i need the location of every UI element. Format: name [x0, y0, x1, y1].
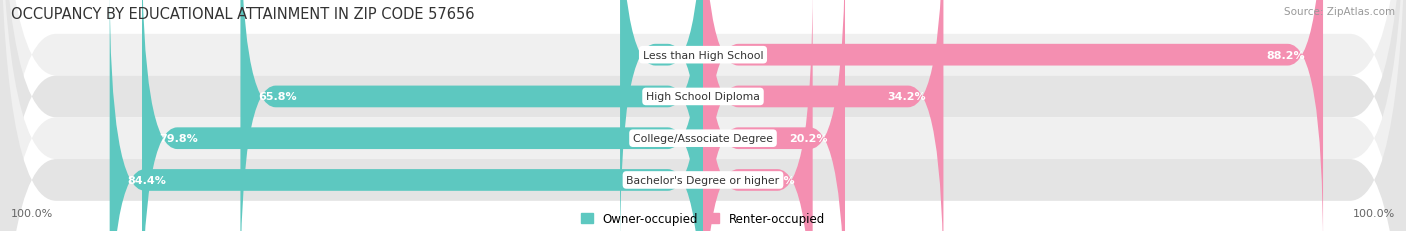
Legend: Owner-occupied, Renter-occupied: Owner-occupied, Renter-occupied — [581, 212, 825, 225]
Text: 79.8%: 79.8% — [160, 134, 198, 144]
Text: OCCUPANCY BY EDUCATIONAL ATTAINMENT IN ZIP CODE 57656: OCCUPANCY BY EDUCATIONAL ATTAINMENT IN Z… — [11, 7, 475, 22]
Text: 84.4%: 84.4% — [127, 175, 166, 185]
Text: College/Associate Degree: College/Associate Degree — [633, 134, 773, 144]
Text: 34.2%: 34.2% — [887, 92, 927, 102]
FancyBboxPatch shape — [142, 0, 703, 231]
FancyBboxPatch shape — [703, 0, 813, 231]
FancyBboxPatch shape — [110, 0, 703, 231]
Text: 20.2%: 20.2% — [789, 134, 827, 144]
Text: Bachelor's Degree or higher: Bachelor's Degree or higher — [627, 175, 779, 185]
FancyBboxPatch shape — [703, 0, 845, 231]
FancyBboxPatch shape — [240, 0, 703, 231]
Text: 100.0%: 100.0% — [1353, 208, 1395, 218]
FancyBboxPatch shape — [703, 0, 1323, 231]
FancyBboxPatch shape — [703, 0, 943, 231]
Text: Less than High School: Less than High School — [643, 50, 763, 61]
Text: 100.0%: 100.0% — [11, 208, 53, 218]
Text: Source: ZipAtlas.com: Source: ZipAtlas.com — [1284, 7, 1395, 17]
Text: 65.8%: 65.8% — [259, 92, 297, 102]
Text: 11.8%: 11.8% — [643, 50, 681, 61]
Text: 88.2%: 88.2% — [1267, 50, 1305, 61]
Text: High School Diploma: High School Diploma — [647, 92, 759, 102]
Text: 15.6%: 15.6% — [756, 175, 796, 185]
FancyBboxPatch shape — [620, 0, 703, 231]
